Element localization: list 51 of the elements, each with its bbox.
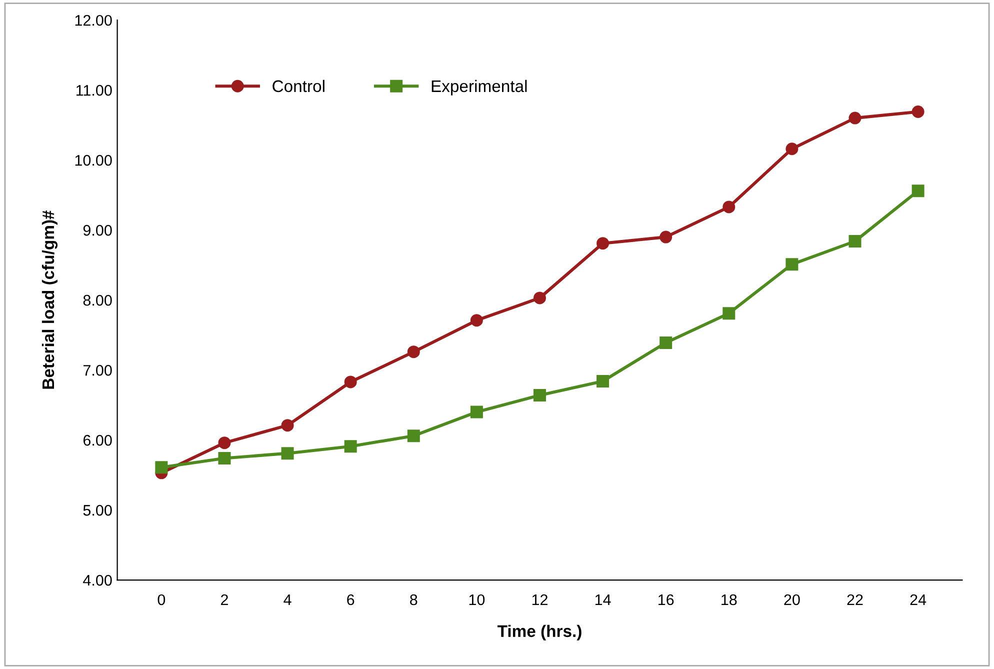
point (344, 376, 357, 388)
point (407, 430, 420, 442)
x-tick-label: 22 (847, 594, 863, 605)
y-tick-label: 11.00 (76, 84, 112, 96)
y-tick-label: 10.00 (75, 154, 112, 166)
x-tick-label: 8 (410, 594, 418, 606)
x-tick-label: 10 (469, 594, 485, 606)
x-tick-label: 20 (784, 594, 800, 606)
point (912, 106, 924, 118)
point (848, 235, 862, 248)
point (470, 314, 483, 327)
point (912, 184, 924, 198)
y-axis-title: Beterial load (cfu/gm)# (42, 210, 58, 389)
point (596, 237, 610, 250)
legend-label: Experimental (432, 80, 527, 96)
x-tick-label: 2 (221, 594, 228, 605)
point (660, 336, 672, 349)
point (281, 447, 294, 460)
y-tick-label: 8.00 (83, 294, 112, 306)
point (596, 374, 610, 388)
y-tick-label: 12.00 (75, 14, 112, 26)
point (533, 388, 546, 402)
point (344, 440, 357, 453)
point (660, 230, 672, 244)
point (218, 452, 231, 464)
point (848, 112, 862, 124)
x-tick-label: 24 (910, 594, 926, 605)
x-tick-label: 4 (284, 594, 292, 605)
x-tick-label: 12 (532, 594, 548, 605)
point (786, 258, 798, 271)
x-tick-label: 14 (595, 594, 611, 605)
x-tick-label: 18 (722, 594, 737, 606)
legend-label: Control (272, 80, 324, 92)
point (470, 406, 483, 418)
y-tick-label: 5.00 (83, 504, 112, 516)
y-tick-label: 6.00 (83, 434, 112, 446)
y-tick-label: 9.00 (83, 224, 112, 236)
x-axis-title: Time (hrs.) (497, 624, 582, 640)
point (281, 419, 294, 432)
x-tick-label: 0 (158, 594, 166, 606)
point (722, 200, 736, 214)
point (786, 142, 798, 156)
point (218, 436, 231, 450)
point (407, 346, 420, 358)
x-tick-label: 16 (658, 594, 674, 606)
y-tick-label: 4.00 (83, 574, 112, 586)
y-tick-label: 7.00 (83, 364, 112, 376)
point (722, 307, 736, 320)
point (533, 292, 546, 304)
point (155, 461, 168, 474)
x-tick-label: 6 (347, 594, 354, 606)
